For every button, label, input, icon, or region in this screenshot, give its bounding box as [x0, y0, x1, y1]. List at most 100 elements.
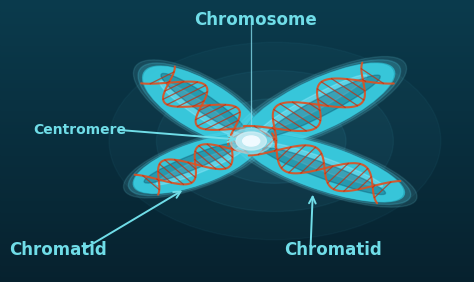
Bar [0, 8, 474, 11]
Bar [0, 245, 474, 248]
Bar [0, 189, 474, 192]
Bar [0, 85, 474, 87]
Bar [0, 37, 474, 39]
Bar [0, 130, 474, 133]
Ellipse shape [161, 73, 246, 133]
Bar [0, 59, 474, 62]
Bar [0, 254, 474, 257]
Bar [0, 28, 474, 31]
Ellipse shape [133, 60, 270, 152]
Bar [0, 93, 474, 96]
Bar [0, 48, 474, 51]
Bar [0, 124, 474, 127]
Ellipse shape [232, 129, 417, 207]
Bar [0, 172, 474, 175]
Ellipse shape [231, 56, 407, 153]
Bar [0, 135, 474, 138]
Circle shape [156, 70, 393, 212]
Bar [0, 161, 474, 164]
Ellipse shape [245, 135, 404, 202]
Bar [0, 248, 474, 251]
Bar [0, 118, 474, 121]
Bar [0, 116, 474, 118]
Bar [0, 107, 474, 110]
Bar [0, 121, 474, 124]
Bar [0, 166, 474, 169]
Ellipse shape [245, 64, 393, 146]
Bar [0, 90, 474, 93]
Text: Chromosome: Chromosome [195, 11, 317, 29]
Bar [0, 51, 474, 54]
Bar [0, 243, 474, 245]
Bar [0, 155, 474, 158]
Bar [0, 73, 474, 76]
Bar [0, 223, 474, 226]
Bar [0, 220, 474, 223]
Ellipse shape [143, 66, 260, 146]
Bar [0, 87, 474, 90]
Bar [0, 141, 474, 144]
Ellipse shape [124, 131, 267, 198]
Bar [0, 212, 474, 214]
Bar [0, 169, 474, 172]
Bar [0, 149, 474, 152]
Bar [0, 96, 474, 99]
Bar [0, 34, 474, 37]
Bar [0, 226, 474, 228]
Bar [0, 31, 474, 34]
Text: Centromere: Centromere [33, 123, 126, 137]
Bar [0, 147, 474, 149]
Bar [0, 144, 474, 147]
Bar [0, 180, 474, 183]
Bar [0, 70, 474, 73]
Bar [0, 102, 474, 104]
Bar [0, 62, 474, 65]
Bar [0, 11, 474, 14]
Bar [0, 133, 474, 135]
Circle shape [243, 136, 260, 146]
Bar [0, 279, 474, 282]
Bar [0, 200, 474, 203]
Bar [0, 45, 474, 48]
Bar [0, 228, 474, 231]
Bar [0, 265, 474, 268]
Bar [0, 257, 474, 259]
Bar [0, 20, 474, 23]
Bar [0, 274, 474, 276]
Bar [0, 195, 474, 197]
Bar [0, 175, 474, 178]
Bar [0, 17, 474, 20]
Bar [0, 234, 474, 237]
Bar [0, 152, 474, 155]
Bar [0, 251, 474, 254]
Bar [0, 262, 474, 265]
Bar [0, 217, 474, 220]
Bar [0, 68, 474, 70]
Ellipse shape [266, 75, 380, 136]
Bar [0, 192, 474, 195]
Ellipse shape [138, 63, 265, 149]
Ellipse shape [133, 135, 257, 193]
Bar [0, 203, 474, 206]
Bar [0, 237, 474, 240]
Bar [0, 6, 474, 8]
Bar [0, 82, 474, 85]
Ellipse shape [144, 143, 238, 183]
Bar [0, 54, 474, 56]
Bar [0, 56, 474, 59]
Bar [0, 276, 474, 279]
Ellipse shape [160, 81, 239, 137]
Bar [0, 42, 474, 45]
Bar [0, 186, 474, 189]
Bar [0, 197, 474, 200]
Ellipse shape [156, 147, 244, 185]
Text: Chromatid: Chromatid [9, 241, 107, 259]
Ellipse shape [135, 136, 256, 193]
Bar [0, 183, 474, 186]
Bar [0, 113, 474, 116]
Bar [0, 104, 474, 107]
Circle shape [236, 132, 266, 150]
Ellipse shape [128, 133, 262, 196]
Ellipse shape [246, 135, 403, 201]
Bar [0, 158, 474, 161]
